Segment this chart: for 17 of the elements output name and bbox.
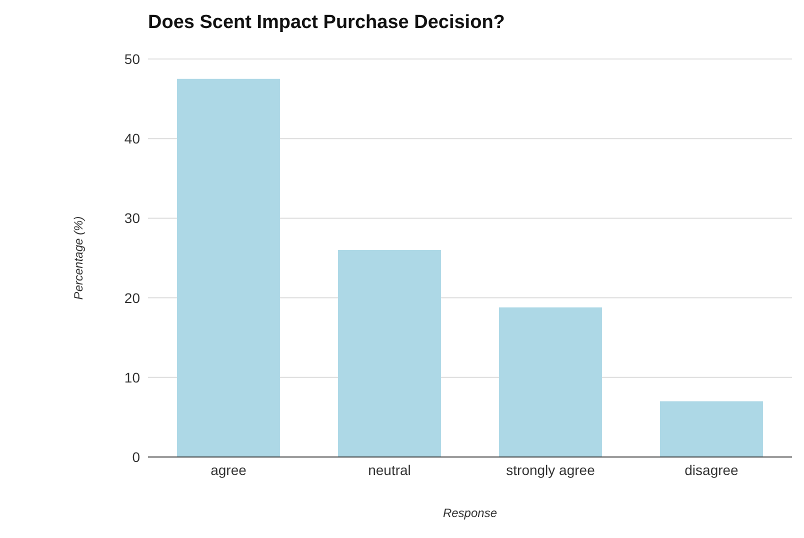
y-tick-label: 0	[132, 448, 140, 465]
bar	[660, 401, 763, 457]
y-tick-label: 20	[124, 290, 140, 306]
bar	[338, 250, 441, 457]
bar	[498, 307, 602, 457]
x-tick-label: strongly agree	[506, 462, 596, 478]
y-axis-title: Percentage (%)	[71, 216, 86, 300]
x-tick-label: agree	[210, 462, 247, 478]
x-axis-title: Response	[442, 506, 498, 520]
y-tick-label: 50	[124, 50, 140, 67]
x-tick-label: disagree	[684, 462, 739, 478]
y-tick-label: 40	[124, 130, 140, 147]
chart-title: Does Scent Impact Purchase Decision?	[147, 11, 506, 35]
y-tick-label: 10	[124, 369, 140, 386]
x-tick-label: neutral	[368, 462, 411, 478]
bar	[176, 78, 280, 457]
y-tick-label: 30	[124, 210, 140, 226]
